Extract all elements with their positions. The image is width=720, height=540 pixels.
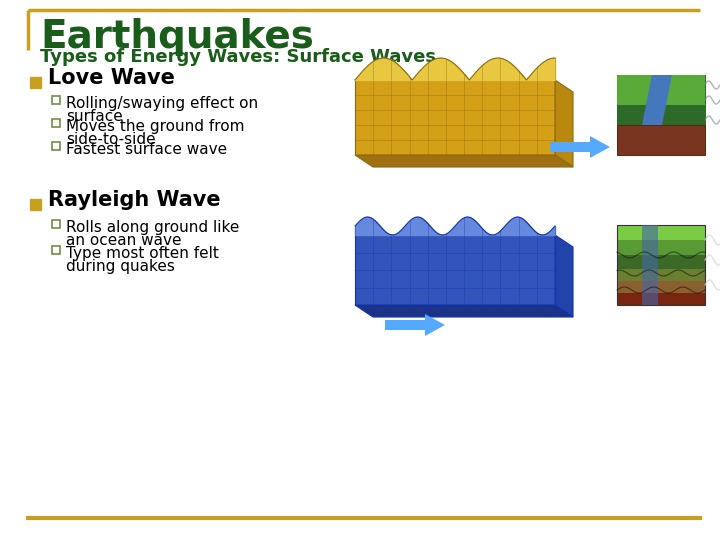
Polygon shape	[355, 155, 573, 167]
Bar	[52, 96, 60, 104]
Polygon shape	[555, 80, 573, 167]
Polygon shape	[642, 75, 672, 125]
Text: Rolls along ground like: Rolls along ground like	[66, 220, 239, 235]
Text: Rayleigh Wave: Rayleigh Wave	[48, 190, 220, 210]
Bar	[52, 246, 60, 254]
Bar	[617, 269, 705, 281]
Polygon shape	[425, 314, 445, 336]
Text: during quakes: during quakes	[66, 259, 175, 274]
Bar	[52, 119, 60, 127]
Text: surface: surface	[66, 109, 122, 124]
Polygon shape	[590, 136, 610, 158]
Text: Moves the ground from: Moves the ground from	[66, 119, 245, 134]
Polygon shape	[355, 305, 573, 317]
Bar	[52, 220, 60, 228]
Bar	[30, 199, 41, 210]
Bar	[617, 240, 705, 255]
Bar	[617, 105, 705, 125]
Bar	[617, 125, 705, 155]
Bar	[355, 80, 555, 155]
Text: Earthquakes: Earthquakes	[40, 18, 314, 56]
Text: Fastest surface wave: Fastest surface wave	[66, 142, 227, 157]
Text: Love Wave: Love Wave	[48, 68, 175, 88]
Bar	[355, 235, 555, 305]
Bar	[617, 75, 705, 105]
Bar	[617, 225, 705, 305]
Bar	[385, 320, 425, 330]
Bar	[617, 293, 705, 305]
Bar	[617, 225, 705, 240]
Bar	[617, 281, 705, 293]
Text: Rolling/swaying effect on: Rolling/swaying effect on	[66, 96, 258, 111]
Text: Type most often felt: Type most often felt	[66, 246, 219, 261]
Text: an ocean wave: an ocean wave	[66, 233, 181, 248]
Bar	[52, 142, 60, 150]
Polygon shape	[555, 235, 573, 317]
Text: Types of Energy Waves: Surface Waves: Types of Energy Waves: Surface Waves	[40, 48, 436, 66]
Bar	[550, 142, 590, 152]
Bar	[617, 75, 705, 125]
Bar	[617, 255, 705, 269]
Bar	[30, 77, 41, 88]
Text: side-to-side: side-to-side	[66, 132, 156, 147]
Bar	[642, 225, 658, 305]
